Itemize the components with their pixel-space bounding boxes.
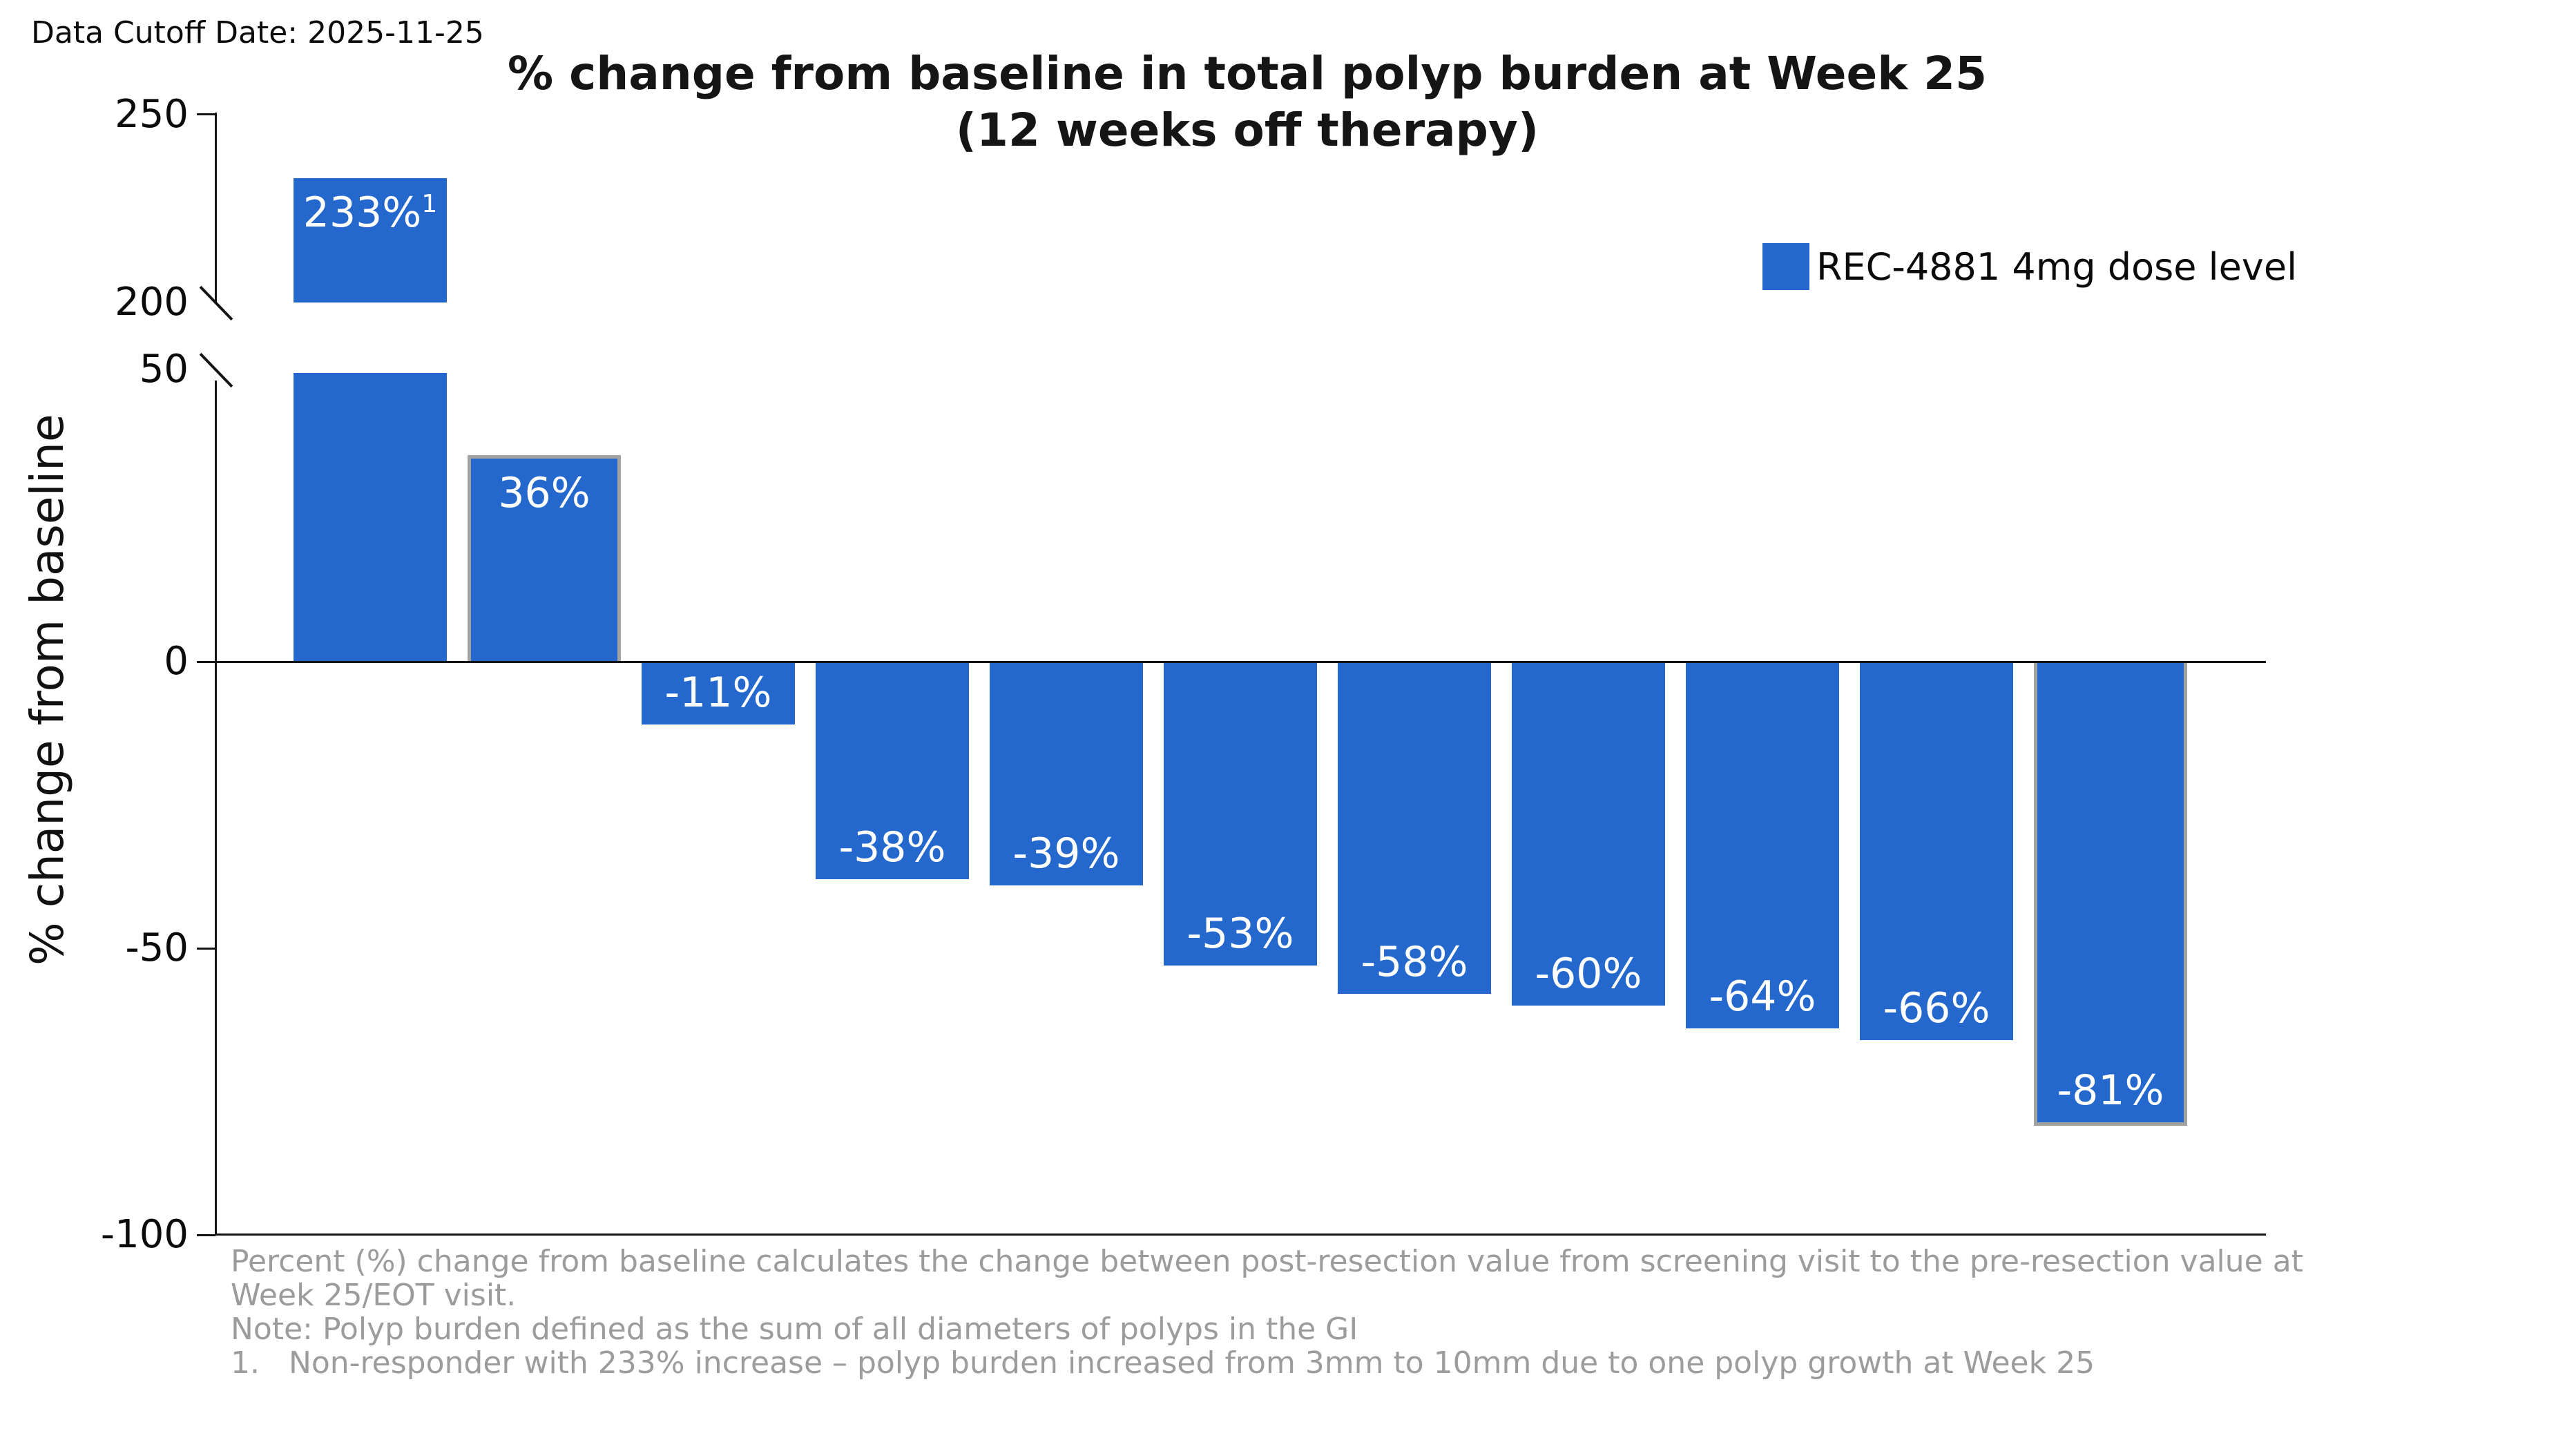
y-tick-label-200: 200 [115, 280, 189, 325]
y-tick-mark--100 [197, 1233, 215, 1236]
bar-11: -81% [2034, 662, 2187, 1126]
bar-10: -66% [1860, 662, 2013, 1040]
footnote-line-4: 1. Non-responder with 233% increase – po… [231, 1345, 2095, 1381]
bar-7: -58% [1338, 662, 1491, 995]
bar-5: -39% [990, 662, 1143, 885]
chart-title-block: % change from baseline in total polyp bu… [215, 46, 2280, 159]
footnote-reference-superscript: 1 [421, 190, 438, 219]
bar-2: 36% [468, 455, 621, 662]
footnote-line-2: Week 25/EOT visit. [231, 1278, 517, 1313]
y-tick-mark-0 [197, 660, 215, 663]
y-tick-label--50: -50 [125, 925, 189, 970]
zero-baseline-line [215, 661, 2266, 663]
chart-subtitle: (12 weeks off therapy) [955, 104, 1539, 157]
bar-value-label: -64% [1709, 972, 1816, 1021]
legend: REC-4881 4mg dose level [1762, 243, 2297, 290]
bar-value-label: -11% [664, 669, 772, 718]
y-axis-title: % change from baseline [21, 414, 74, 966]
legend-color-swatch [1762, 243, 1809, 290]
footnote-line-1: Percent (%) change from baseline calcula… [231, 1244, 2303, 1279]
bar-value-label: 233%1 [302, 189, 438, 238]
y-axis-line-lower-segment [215, 381, 217, 1235]
bar-4: -38% [816, 662, 969, 880]
y-tick-label-50: 50 [139, 347, 189, 392]
bar-8: -60% [1512, 662, 1665, 1006]
bar-value-label: -39% [1012, 829, 1120, 878]
x-axis-line [215, 1233, 2266, 1236]
bar-value-label: -58% [1361, 938, 1468, 987]
y-tick-label-0: 0 [164, 639, 189, 684]
y-tick-mark--50 [197, 947, 215, 950]
y-tick-label--100: -100 [100, 1212, 189, 1257]
bar-value-label: -53% [1186, 909, 1294, 958]
bar-value-label: -60% [1535, 950, 1642, 998]
chart-title: % change from baseline in total polyp bu… [507, 47, 1987, 100]
y-tick-label-250: 250 [115, 91, 189, 137]
bar-value-label: -66% [1883, 983, 1990, 1033]
bar-1-lower-segment [294, 373, 447, 662]
y-tick-mark-250 [197, 113, 215, 115]
data-cutoff-date: Data Cutoff Date: 2025-11-25 [31, 15, 484, 50]
bar-3: -11% [642, 662, 795, 725]
bar-6: -53% [1164, 662, 1317, 966]
footnotes: Percent (%) change from baseline calcula… [231, 1245, 2303, 1380]
footnote-line-3: Note: Polyp burden defined as the sum of… [231, 1312, 1358, 1347]
bar-value-label: 36% [498, 469, 590, 518]
legend-label: REC-4881 4mg dose level [1816, 244, 2298, 289]
bar-9: -64% [1686, 662, 1839, 1029]
y-axis-line-upper-segment [215, 113, 217, 303]
bar-1: 233%1 [294, 178, 447, 303]
bar-value-label: -81% [2057, 1066, 2164, 1115]
bar-value-label: -38% [838, 823, 946, 872]
